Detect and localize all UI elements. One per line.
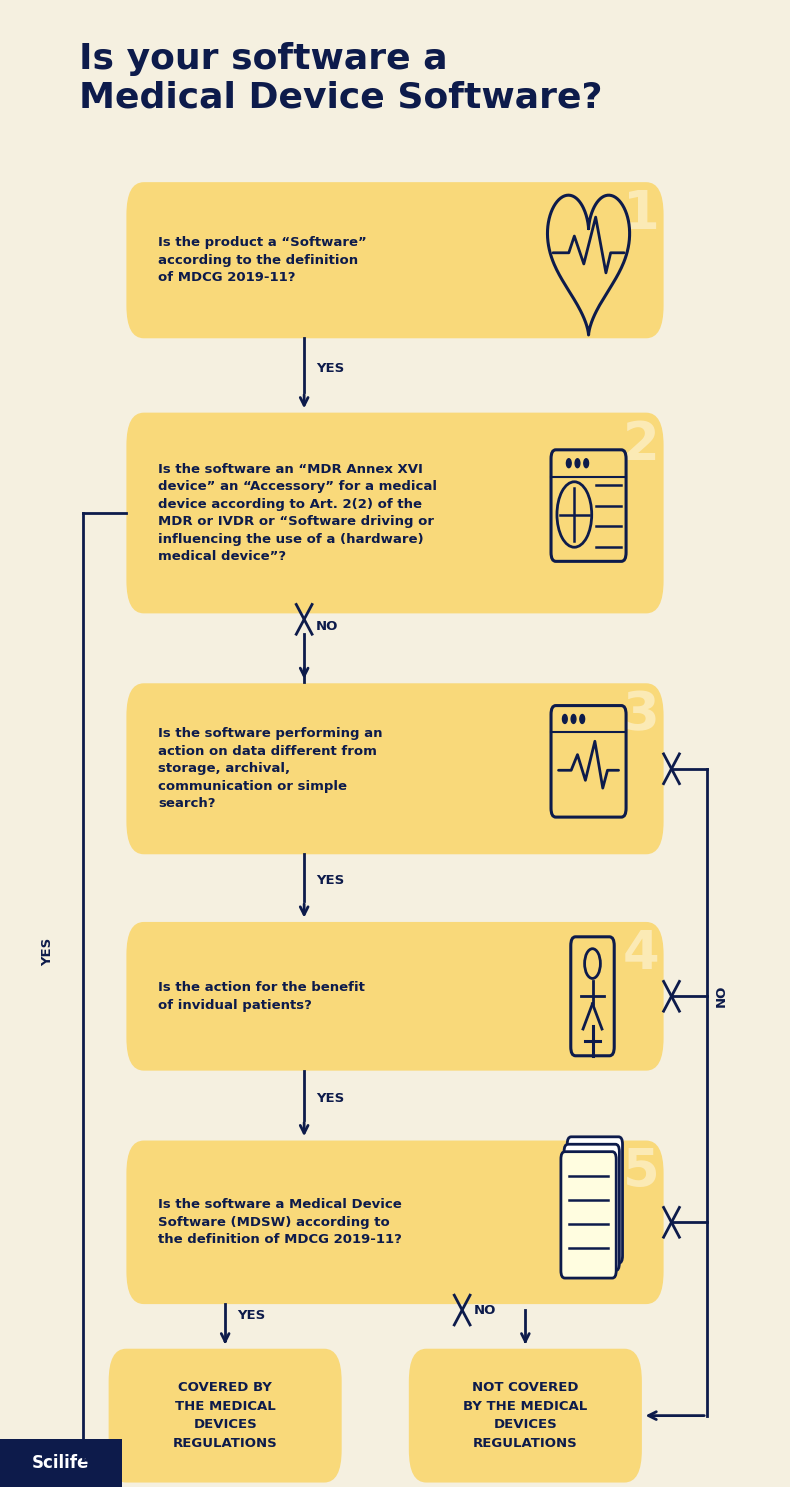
Text: 3: 3 [623,690,660,741]
FancyBboxPatch shape [567,1136,623,1264]
Circle shape [562,715,567,724]
FancyBboxPatch shape [126,922,664,1071]
FancyBboxPatch shape [126,183,664,339]
FancyBboxPatch shape [0,1439,122,1487]
Text: 4: 4 [623,928,660,980]
Circle shape [575,459,580,467]
Text: YES: YES [316,361,344,375]
FancyBboxPatch shape [564,1145,619,1270]
Text: Is the software a Medical Device
Software (MDSW) according to
the definition of : Is the software a Medical Device Softwar… [158,1199,402,1246]
Text: YES: YES [237,1310,265,1322]
Text: Is the product a “Software”
according to the definition
of MDCG 2019-11?: Is the product a “Software” according to… [158,236,367,284]
Text: YES: YES [316,1091,344,1105]
Text: Is the software an “MDR Annex XVI
device” an “Accessory” for a medical
device ac: Is the software an “MDR Annex XVI device… [158,462,437,564]
Text: NO: NO [715,984,728,1007]
FancyBboxPatch shape [561,1151,616,1279]
Circle shape [580,715,585,724]
Circle shape [571,715,576,724]
Text: YES: YES [316,874,344,888]
Text: NO: NO [316,620,338,633]
FancyBboxPatch shape [126,684,664,854]
Text: COVERED BY
THE MEDICAL
DEVICES
REGULATIONS: COVERED BY THE MEDICAL DEVICES REGULATIO… [173,1381,277,1450]
Text: NO: NO [474,1304,496,1316]
FancyBboxPatch shape [409,1349,641,1483]
Text: 2: 2 [623,419,660,470]
FancyBboxPatch shape [108,1349,341,1483]
FancyBboxPatch shape [126,1141,664,1304]
Text: Scilife: Scilife [32,1454,89,1472]
Text: Is the action for the benefit
of invidual patients?: Is the action for the benefit of invidua… [158,981,365,1011]
Circle shape [566,459,571,467]
Text: Is your software a: Is your software a [79,42,448,76]
FancyBboxPatch shape [126,412,664,613]
Text: NOT COVERED
BY THE MEDICAL
DEVICES
REGULATIONS: NOT COVERED BY THE MEDICAL DEVICES REGUL… [463,1381,588,1450]
Circle shape [584,459,589,467]
Text: 5: 5 [623,1146,660,1199]
Text: YES: YES [41,938,54,965]
Text: 1: 1 [623,189,660,239]
Text: Is the software performing an
action on data different from
storage, archival,
c: Is the software performing an action on … [158,727,382,810]
Text: Medical Device Software?: Medical Device Software? [79,80,603,114]
